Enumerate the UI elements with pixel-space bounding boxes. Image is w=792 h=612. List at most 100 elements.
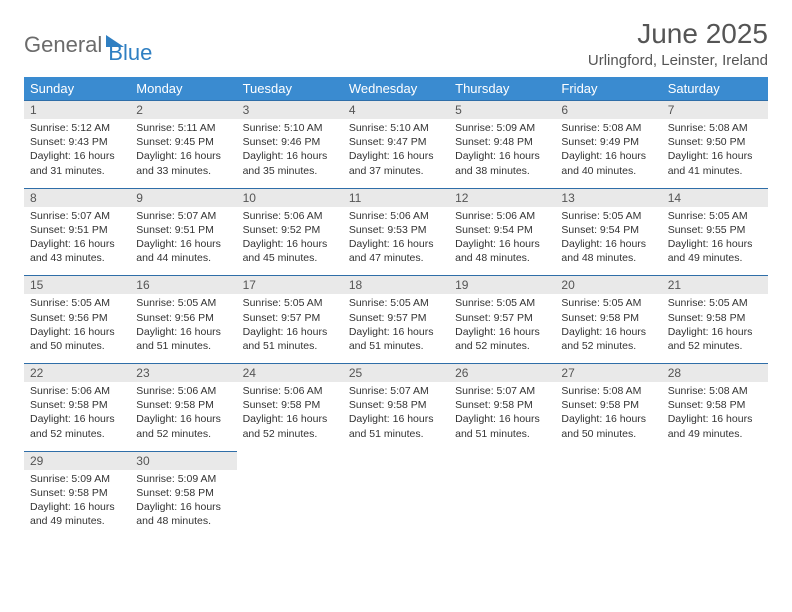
sunrise-line: Sunrise: 5:06 AM [136,384,230,398]
day-content-cell: Sunrise: 5:05 AMSunset: 9:55 PMDaylight:… [662,207,768,276]
day-content-cell: Sunrise: 5:09 AMSunset: 9:58 PMDaylight:… [130,470,236,539]
day-number: 27 [561,366,574,380]
day-number: 28 [668,366,681,380]
day-number-cell: 30 [130,451,236,470]
sunset-line: Sunset: 9:51 PM [136,223,230,237]
weekday-header: Saturday [662,77,768,101]
sunset-line: Sunset: 9:58 PM [243,398,337,412]
day-number-cell: 7 [662,101,768,120]
day-number: 20 [561,278,574,292]
logo-text-blue: Blue [108,24,152,66]
day-number: 3 [243,103,250,117]
day-number-cell: 1 [24,101,130,120]
sunrise-line: Sunrise: 5:09 AM [455,121,549,135]
sunset-line: Sunset: 9:57 PM [455,311,549,325]
sunrise-line: Sunrise: 5:11 AM [136,121,230,135]
daylight-line: Daylight: 16 hours and 51 minutes. [455,412,549,440]
daylight-line: Daylight: 16 hours and 50 minutes. [30,325,124,353]
day-number-cell [662,451,768,470]
sunset-line: Sunset: 9:58 PM [30,486,124,500]
day-number: 5 [455,103,462,117]
daylight-line: Daylight: 16 hours and 35 minutes. [243,149,337,177]
daylight-line: Daylight: 16 hours and 41 minutes. [668,149,762,177]
day-number-cell: 26 [449,364,555,383]
daynum-row: 2930 [24,451,768,470]
sunset-line: Sunset: 9:57 PM [243,311,337,325]
day-content-cell: Sunrise: 5:07 AMSunset: 9:51 PMDaylight:… [130,207,236,276]
day-number: 9 [136,191,143,205]
day-number-cell: 14 [662,188,768,207]
day-content-cell: Sunrise: 5:05 AMSunset: 9:58 PMDaylight:… [662,294,768,363]
daylight-line: Daylight: 16 hours and 33 minutes. [136,149,230,177]
daylight-line: Daylight: 16 hours and 50 minutes. [561,412,655,440]
day-number-cell: 28 [662,364,768,383]
day-number: 10 [243,191,256,205]
day-content-cell: Sunrise: 5:06 AMSunset: 9:53 PMDaylight:… [343,207,449,276]
daylight-line: Daylight: 16 hours and 40 minutes. [561,149,655,177]
day-number-cell: 18 [343,276,449,295]
content-row: Sunrise: 5:06 AMSunset: 9:58 PMDaylight:… [24,382,768,451]
content-row: Sunrise: 5:05 AMSunset: 9:56 PMDaylight:… [24,294,768,363]
sunrise-line: Sunrise: 5:12 AM [30,121,124,135]
weekday-header: Thursday [449,77,555,101]
day-content-cell: Sunrise: 5:06 AMSunset: 9:54 PMDaylight:… [449,207,555,276]
weekday-header: Friday [555,77,661,101]
day-number-cell: 12 [449,188,555,207]
sunrise-line: Sunrise: 5:05 AM [136,296,230,310]
daynum-row: 1234567 [24,101,768,120]
sunset-line: Sunset: 9:48 PM [455,135,549,149]
daylight-line: Daylight: 16 hours and 44 minutes. [136,237,230,265]
daylight-line: Daylight: 16 hours and 52 minutes. [243,412,337,440]
day-number-cell: 19 [449,276,555,295]
day-number: 18 [349,278,362,292]
day-content-cell: Sunrise: 5:05 AMSunset: 9:57 PMDaylight:… [449,294,555,363]
day-number: 15 [30,278,43,292]
sunset-line: Sunset: 9:58 PM [136,398,230,412]
sunrise-line: Sunrise: 5:06 AM [243,384,337,398]
sunrise-line: Sunrise: 5:08 AM [561,121,655,135]
daylight-line: Daylight: 16 hours and 52 minutes. [668,325,762,353]
day-number: 24 [243,366,256,380]
sunset-line: Sunset: 9:45 PM [136,135,230,149]
day-number-cell: 6 [555,101,661,120]
day-number-cell: 25 [343,364,449,383]
day-number-cell: 24 [237,364,343,383]
day-number: 17 [243,278,256,292]
day-content-cell: Sunrise: 5:07 AMSunset: 9:51 PMDaylight:… [24,207,130,276]
day-number: 26 [455,366,468,380]
day-content-cell: Sunrise: 5:09 AMSunset: 9:58 PMDaylight:… [24,470,130,539]
day-content-cell [449,470,555,539]
day-number-cell [237,451,343,470]
day-number-cell: 13 [555,188,661,207]
daylight-line: Daylight: 16 hours and 51 minutes. [349,412,443,440]
sunrise-line: Sunrise: 5:05 AM [349,296,443,310]
day-number: 22 [30,366,43,380]
day-content-cell: Sunrise: 5:05 AMSunset: 9:57 PMDaylight:… [343,294,449,363]
daylight-line: Daylight: 16 hours and 51 minutes. [136,325,230,353]
weekday-header: Monday [130,77,236,101]
day-content-cell: Sunrise: 5:06 AMSunset: 9:52 PMDaylight:… [237,207,343,276]
day-number-cell: 8 [24,188,130,207]
sunrise-line: Sunrise: 5:05 AM [561,296,655,310]
sunrise-line: Sunrise: 5:08 AM [561,384,655,398]
sunrise-line: Sunrise: 5:07 AM [136,209,230,223]
day-number-cell: 5 [449,101,555,120]
calendar-table: Sunday Monday Tuesday Wednesday Thursday… [24,77,768,538]
day-number-cell: 27 [555,364,661,383]
sunset-line: Sunset: 9:55 PM [668,223,762,237]
sunset-line: Sunset: 9:52 PM [243,223,337,237]
day-number: 25 [349,366,362,380]
daylight-line: Daylight: 16 hours and 37 minutes. [349,149,443,177]
daylight-line: Daylight: 16 hours and 52 minutes. [455,325,549,353]
sunrise-line: Sunrise: 5:05 AM [668,296,762,310]
daylight-line: Daylight: 16 hours and 52 minutes. [561,325,655,353]
logo: General Blue [24,18,152,66]
daylight-line: Daylight: 16 hours and 51 minutes. [349,325,443,353]
sunrise-line: Sunrise: 5:05 AM [30,296,124,310]
header: General Blue June 2025 Urlingford, Leins… [24,18,768,69]
sunset-line: Sunset: 9:50 PM [668,135,762,149]
daylight-line: Daylight: 16 hours and 38 minutes. [455,149,549,177]
sunset-line: Sunset: 9:47 PM [349,135,443,149]
day-content-cell: Sunrise: 5:10 AMSunset: 9:47 PMDaylight:… [343,119,449,188]
sunset-line: Sunset: 9:53 PM [349,223,443,237]
